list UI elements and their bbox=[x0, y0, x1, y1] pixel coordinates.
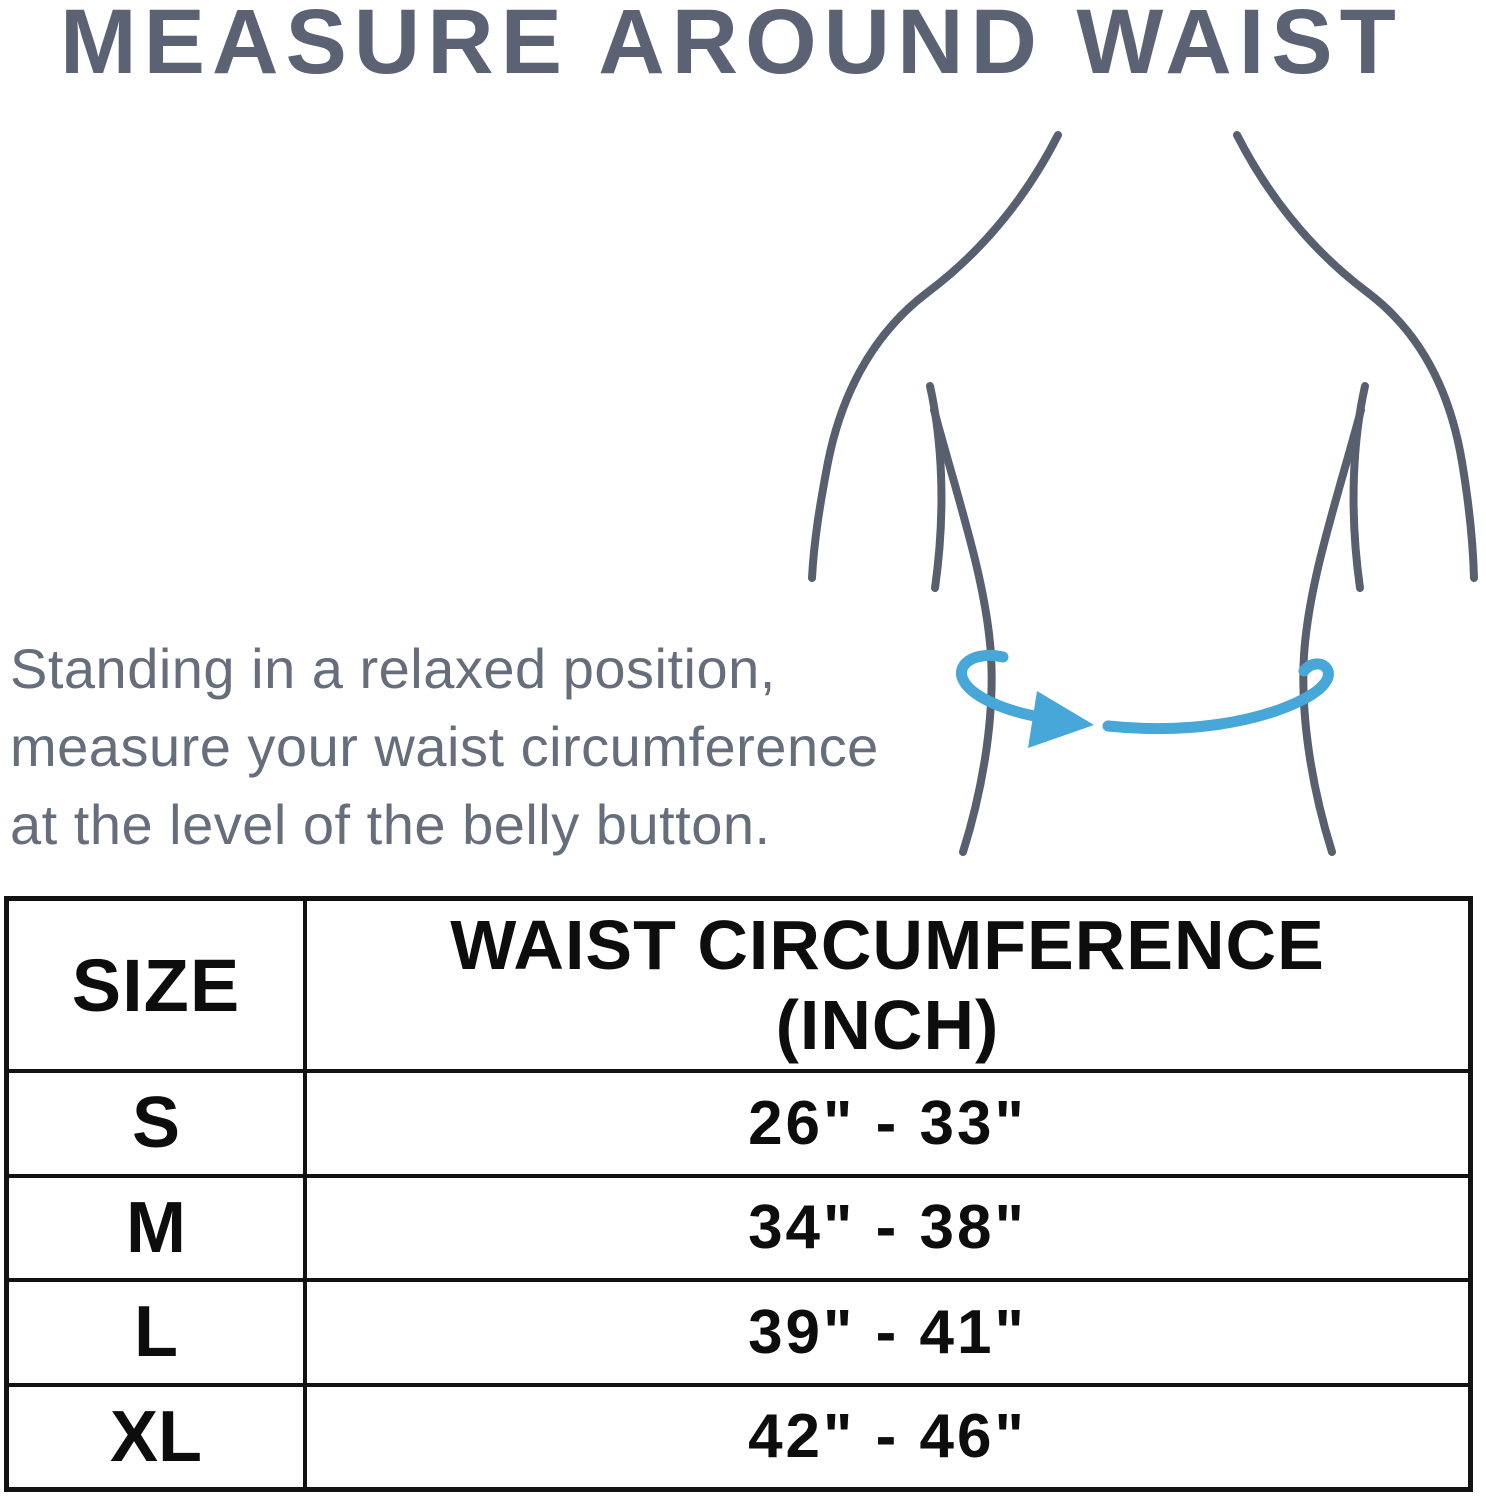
instruction-text: Standing in a relaxed position, measure … bbox=[10, 630, 879, 864]
page-title: MEASURE AROUND WAIST bbox=[60, 0, 1403, 93]
size-table-header-row: SIZE WAIST CIRCUMFERENCE (INCH) bbox=[9, 901, 1468, 1069]
right-torso-side-line bbox=[1299, 406, 1365, 856]
size-row-s: S 26" - 33" bbox=[9, 1069, 1468, 1174]
size-cell: S bbox=[9, 1073, 307, 1174]
torso-outline bbox=[808, 131, 1478, 856]
instruction-line-3: at the level of the belly button. bbox=[10, 793, 771, 856]
right-neck-shoulder-arm-line bbox=[1233, 131, 1478, 582]
size-column-header: SIZE bbox=[9, 901, 307, 1069]
measure-arrow-back-arc bbox=[956, 650, 1052, 724]
range-cell: 39" - 41" bbox=[748, 1297, 1027, 1367]
size-row-m: M 34" - 38" bbox=[9, 1173, 1468, 1278]
left-neck-shoulder-arm-line bbox=[808, 131, 1062, 582]
instruction-line-2: measure your waist circumference bbox=[10, 715, 879, 778]
waist-measure-arrow bbox=[956, 650, 1334, 735]
size-cell: L bbox=[9, 1282, 307, 1383]
measure-arrow-head-icon bbox=[1028, 691, 1094, 748]
size-cell: M bbox=[9, 1177, 307, 1278]
waist-column-header-line2: (INCH) bbox=[775, 986, 1000, 1064]
range-cell: 26" - 33" bbox=[748, 1088, 1027, 1158]
size-table: SIZE WAIST CIRCUMFERENCE (INCH) S 26" - … bbox=[4, 896, 1473, 1492]
range-cell: 42" - 46" bbox=[748, 1402, 1027, 1472]
instruction-line-1: Standing in a relaxed position, bbox=[10, 637, 776, 700]
torso-back-illustration bbox=[808, 131, 1478, 856]
size-row-l: L 39" - 41" bbox=[9, 1278, 1468, 1383]
size-cell: XL bbox=[9, 1386, 307, 1487]
waist-column-header-line1: WAIST CIRCUMFERENCE bbox=[450, 906, 1325, 984]
size-row-xl: XL 42" - 46" bbox=[9, 1382, 1468, 1487]
waist-column-header: WAIST CIRCUMFERENCE (INCH) bbox=[307, 901, 1468, 1069]
range-cell: 34" - 38" bbox=[748, 1193, 1027, 1263]
measure-arrow-front-arc bbox=[1102, 658, 1334, 735]
